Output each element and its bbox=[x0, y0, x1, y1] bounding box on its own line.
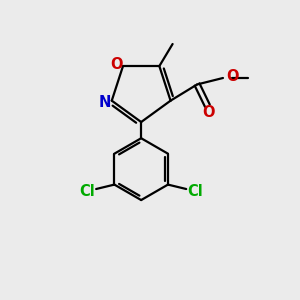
Text: O: O bbox=[110, 56, 123, 71]
Text: Cl: Cl bbox=[79, 184, 94, 199]
Text: O: O bbox=[202, 105, 215, 120]
Text: N: N bbox=[99, 94, 112, 110]
Text: Cl: Cl bbox=[188, 184, 203, 199]
Text: O: O bbox=[226, 69, 239, 84]
